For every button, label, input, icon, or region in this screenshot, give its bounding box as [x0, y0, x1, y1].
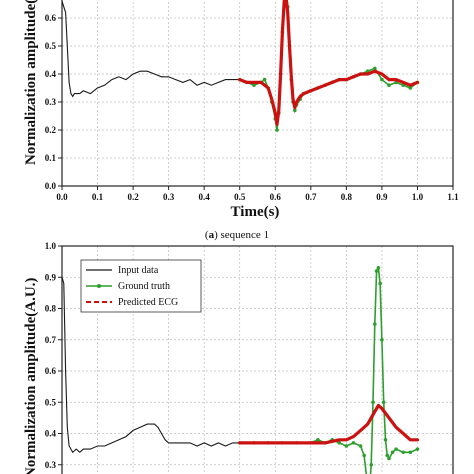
series-point-truth [408, 86, 413, 90]
y-tick-label: 0.3 [45, 97, 57, 107]
legend-label-truth: Ground truth [118, 281, 170, 292]
y-tick-label: 0.4 [45, 429, 57, 439]
series-point-truth [373, 322, 377, 326]
series-line-input [61, 277, 240, 454]
chart-b-ticks: 0.3 0.4 0.5 0.6 0.7 0.8 0.9 1.0 [45, 241, 62, 470]
series-point-truth [252, 83, 256, 87]
series-line-pred [238, 403, 420, 445]
chart-b: 0.3 0.4 0.5 0.6 0.7 0.8 0.9 1.0 Normalization a… [23, 241, 454, 474]
chart-a-x-axis-label: Time(s) [231, 204, 280, 220]
series-point-truth [316, 437, 320, 442]
series-point-truth [371, 400, 375, 405]
chart-a-y-axis-label: Normalization amplitude(A.U.) [23, 0, 39, 165]
series-point-truth [378, 281, 382, 286]
x-tick-label: 1.0 [412, 192, 424, 202]
series-point-truth [387, 456, 391, 461]
chart-b-series [61, 265, 420, 474]
x-tick-label: 0.1 [92, 192, 104, 202]
series-point-truth [337, 441, 342, 445]
x-tick-label: 1.1 [447, 192, 459, 202]
x-tick-label: 0.5 [234, 192, 246, 202]
legend-label-input: Input data [118, 265, 159, 276]
series-point-truth [344, 444, 349, 448]
x-tick-label: 0.7 [305, 192, 317, 202]
series-point-truth [293, 108, 297, 113]
y-tick-label: 0.0 [45, 181, 57, 191]
series-point-truth [275, 128, 279, 132]
y-tick-label: 0.1 [45, 153, 57, 163]
y-tick-label: 0.6 [45, 13, 57, 23]
chart-b-y-axis-label: Normalization amplitude(A.U.) [23, 278, 39, 474]
x-tick-label: 0.6 [270, 192, 282, 202]
y-tick-label: 0.6 [45, 366, 57, 376]
x-tick-label: 0.3 [163, 192, 175, 202]
series-point-truth [380, 337, 384, 342]
y-tick-label: 0.5 [45, 397, 57, 407]
series-point-truth [374, 269, 379, 273]
series-point-truth [401, 450, 406, 455]
x-tick-label: 0.2 [127, 192, 139, 202]
chart-a-plot-frame [61, 0, 454, 187]
y-tick-label: 0.5 [45, 41, 57, 51]
chart-b-legend: Input data Ground truth Predicted ECG [80, 259, 202, 313]
x-tick-label: 0.4 [199, 192, 211, 202]
y-tick-label: 0.9 [45, 272, 57, 282]
series-point-truth [262, 77, 267, 82]
series-point-truth [408, 450, 413, 455]
series-point-truth [373, 66, 377, 71]
legend-marker-truth [97, 284, 101, 288]
y-tick-label: 0.4 [45, 69, 57, 79]
series-line-input [61, 1, 240, 98]
series-point-truth [394, 447, 398, 451]
series-point-truth [383, 437, 388, 442]
chart-a: 0.0 0.1 0.2 0.3 0.4 0.5 0.6 0.0 0.1 0.2 0.3 0.4 0.5 0… [23, 0, 459, 241]
y-tick-label: 0.2 [45, 125, 57, 135]
series-point-truth [380, 77, 384, 82]
series-point-truth [390, 450, 395, 455]
series-point-truth [362, 453, 366, 458]
y-tick-label: 0.3 [45, 460, 57, 470]
series-point-truth [415, 447, 420, 451]
legend-label-pred: Predicted ECG [118, 297, 178, 308]
chart-a-caption-label: a [209, 229, 215, 241]
y-tick-label: 1.0 [45, 241, 57, 251]
x-tick-label: 0.9 [376, 192, 388, 202]
x-tick-label: 0.0 [56, 192, 68, 202]
series-point-truth [369, 462, 374, 467]
chart-a-ticks: 0.0 0.1 0.2 0.3 0.4 0.5 0.6 0.0 0.1 0.2 0.3 0.4 0.5 0… [45, 13, 459, 202]
series-point-truth [387, 83, 391, 87]
series-point-truth [351, 441, 356, 445]
series-point-truth [381, 400, 386, 405]
chart-a-series [61, 0, 420, 132]
x-tick-label: 0.8 [341, 192, 353, 202]
chart-a-caption: (a) sequence 1 [205, 229, 269, 241]
chart-a-caption-text: ) sequence 1 [214, 229, 269, 241]
series-point-truth [385, 453, 390, 458]
series-point-truth [358, 444, 363, 448]
y-tick-label: 0.7 [45, 335, 57, 345]
series-line-pred [238, 0, 420, 127]
series-point-truth [376, 266, 381, 270]
y-tick-label: 0.8 [45, 304, 57, 314]
